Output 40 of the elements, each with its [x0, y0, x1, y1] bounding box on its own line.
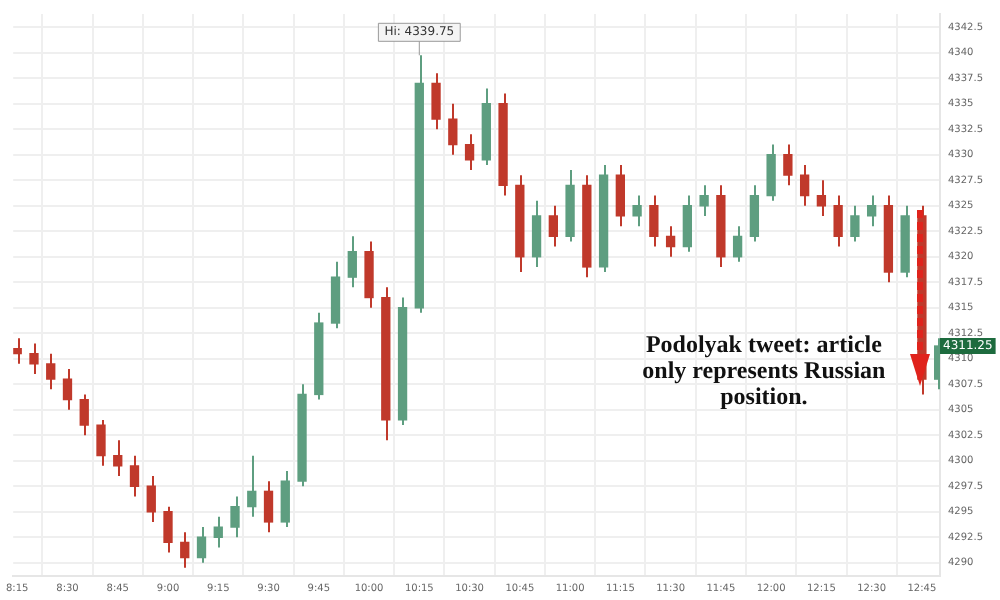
- candlestick: [699, 184, 709, 217]
- candlestick: [196, 526, 207, 564]
- candlestick: [230, 495, 240, 539]
- candlestick: [749, 184, 760, 243]
- candlestick: [280, 469, 290, 529]
- candlestick: [866, 194, 877, 228]
- candlestick: [531, 199, 542, 268]
- candlestick: [464, 133, 475, 172]
- candlestick: [665, 225, 676, 258]
- candlestick: [732, 225, 743, 263]
- candlestick: [850, 204, 860, 243]
- candlestick: [263, 480, 274, 534]
- candlestick: [347, 235, 357, 289]
- annotation: Podolyak tweet: article only represents Russian position.: [640, 329, 888, 410]
- candlestick: [766, 143, 776, 202]
- candlestick: [783, 143, 793, 187]
- candlestick: [330, 260, 341, 330]
- candlestick: [682, 194, 693, 253]
- candlestick: [113, 439, 123, 478]
- candlestick: [62, 367, 73, 411]
- candlestick: [79, 393, 89, 437]
- candlestick: [46, 352, 56, 391]
- candlestick: [96, 418, 106, 467]
- candlestick: [163, 505, 173, 554]
- candlestick: [799, 163, 810, 207]
- candlestick: [129, 454, 140, 498]
- candlestick: [816, 179, 827, 217]
- candlestick: [180, 531, 190, 569]
- candlestick: [247, 454, 257, 518]
- candlestick: [29, 342, 39, 376]
- candlestick: [213, 515, 223, 549]
- candlestick: [548, 204, 558, 248]
- candlestick: [632, 194, 642, 228]
- candlestick: [649, 194, 659, 248]
- candlestick: [833, 194, 843, 248]
- candlestick: [146, 475, 156, 523]
- candlestick: [615, 163, 626, 228]
- candlestick: [448, 102, 458, 156]
- candlestick: [431, 72, 441, 131]
- candlestick: [364, 240, 374, 309]
